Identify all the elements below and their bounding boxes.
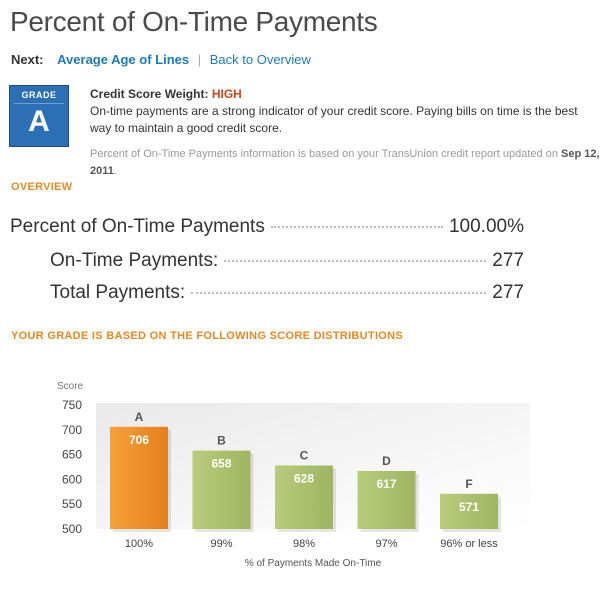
x-category-label: 99% — [210, 538, 232, 550]
bar-value-label: 617 — [376, 477, 396, 491]
bar — [440, 493, 498, 529]
bar-grade-label: A — [135, 410, 144, 424]
grade-badge-label: GRADE — [14, 86, 64, 104]
distribution-heading: YOUR GRADE IS BASED ON THE FOLLOWING SCO… — [11, 330, 404, 342]
bar-value-label: 658 — [211, 457, 231, 471]
source-text: Percent of On-Time Payments information … — [90, 148, 558, 160]
bar-grade-label: B — [217, 434, 226, 448]
dotted-leader — [270, 226, 443, 228]
bar-grade-label: F — [465, 477, 472, 491]
y-tick-label: 650 — [62, 448, 82, 462]
source-end: . — [113, 165, 117, 177]
bar-grade-label: C — [300, 449, 309, 463]
credit-score-weight: Credit Score Weight: HIGH — [90, 87, 242, 101]
stat-value: 277 — [492, 250, 524, 271]
bar-value-label: 628 — [294, 472, 314, 486]
nav-separator: | — [197, 52, 202, 67]
back-to-overview-link[interactable]: Back to Overview — [209, 52, 311, 67]
source-note: Percent of On-Time Payments information … — [90, 146, 605, 180]
weight-label: Credit Score Weight: — [90, 87, 209, 101]
x-category-label: 100% — [125, 538, 153, 550]
bar — [110, 426, 168, 529]
stat-value: 277 — [492, 282, 524, 303]
bar — [192, 450, 251, 529]
bar — [275, 465, 333, 529]
grade-description: On-time payments are a strong indicator … — [90, 104, 578, 135]
next-label: Next: — [11, 52, 44, 67]
bar-value-label: 571 — [459, 500, 479, 514]
x-axis-title: % of Payments Made On-Time — [245, 558, 382, 569]
page-title: Percent of On-Time Payments — [10, 6, 378, 37]
y-axis-title: Score — [57, 381, 84, 392]
bar-grade-label: D — [382, 454, 391, 468]
x-category-label: 96% or less — [440, 538, 498, 550]
y-tick-label: 600 — [62, 472, 82, 486]
y-tick-label: 700 — [62, 423, 82, 437]
dotted-leader — [191, 292, 487, 294]
source-date: Sep 12, 2011 — [90, 148, 600, 177]
stat-total-payments: Total Payments: 277 — [50, 282, 524, 304]
next-nav: Next: Average Age of Lines | Back to Ove… — [11, 52, 311, 67]
grade-letter: A — [28, 105, 50, 138]
stat-on-time-payments: On-Time Payments: 277 — [50, 250, 524, 272]
x-category-label: 97% — [375, 538, 397, 550]
stat-label: Percent of On-Time Payments — [10, 216, 265, 237]
next-link-average-age[interactable]: Average Age of Lines — [57, 52, 190, 67]
stat-percent-on-time: Percent of On-Time Payments 100.00% — [10, 216, 524, 238]
stat-label: On-Time Payments: — [50, 250, 219, 271]
stat-label: Total Payments: — [50, 282, 186, 303]
dotted-leader — [224, 260, 487, 262]
x-category-label: 98% — [293, 538, 315, 550]
overview-heading: OVERVIEW — [11, 181, 73, 193]
grade-badge: GRADE A — [9, 85, 69, 147]
y-tick-label: 500 — [62, 522, 82, 536]
bar-value-label: 706 — [129, 433, 149, 447]
weight-value: HIGH — [211, 87, 242, 101]
score-distribution-chart: 500 550 600 650 700 750 A 706 B 658 C 628 D 617 F 571 … — [0, 360, 610, 589]
y-tick-label: 750 — [62, 398, 82, 412]
y-tick-label: 550 — [62, 497, 82, 511]
stat-value: 100.00% — [448, 216, 524, 237]
bar — [357, 470, 416, 529]
